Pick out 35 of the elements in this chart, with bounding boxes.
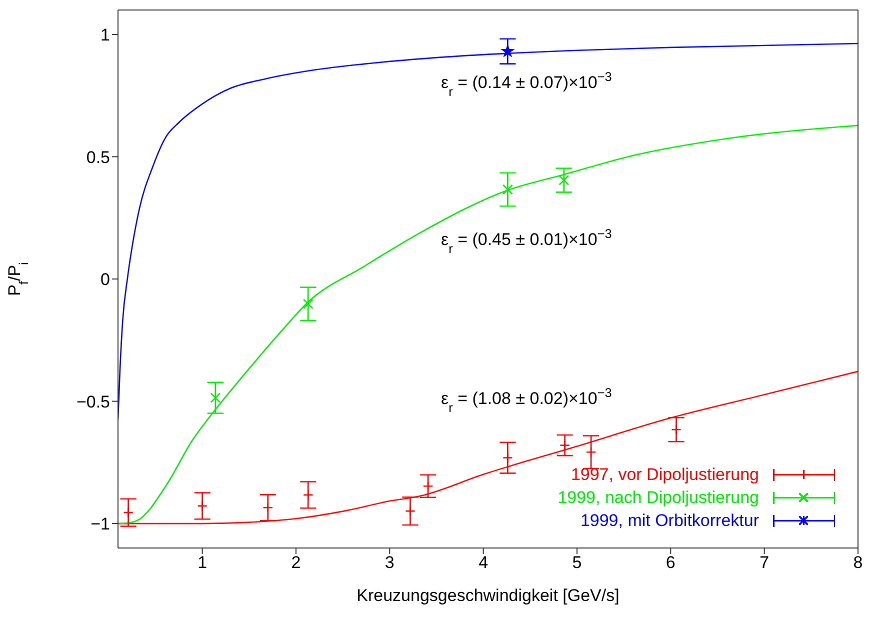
x-tick-label: 2 <box>291 553 301 572</box>
x-axis-title: Kreuzungsgeschwindigkeit [GeV/s] <box>356 586 620 605</box>
point <box>502 452 513 463</box>
point <box>262 502 274 513</box>
y-tick-label: −1 <box>90 514 110 534</box>
point <box>560 440 570 450</box>
point <box>502 184 513 195</box>
point <box>210 392 221 403</box>
x-tick-label: 7 <box>760 553 770 572</box>
legend-label: 1997, vor Dipoljustierung <box>570 465 759 484</box>
point <box>671 424 682 435</box>
y-tick-label: 1 <box>100 25 110 44</box>
x-tick-label: 8 <box>853 553 863 572</box>
annotation: ε$_{r}$ = (0.14 ± 0.07)×10$^{−3}$ <box>441 68 612 98</box>
point <box>422 480 434 492</box>
legend-label: 1999, mit Orbitkorrektur <box>580 511 759 530</box>
annotation: ε$_{r}$ = (0.45 ± 0.01)×10$^{−3}$ <box>441 226 612 256</box>
point <box>586 446 596 458</box>
x-tick-label: 6 <box>666 553 676 572</box>
x-tick-label: 4 <box>478 553 488 572</box>
point <box>123 507 134 518</box>
y-tick-label: 0 <box>100 270 110 290</box>
x-tick-label: 5 <box>572 553 582 572</box>
point <box>303 490 314 500</box>
legend-label: 1999, nach Dipoljustierung <box>558 488 759 507</box>
x-tick-label: 1 <box>198 553 208 572</box>
annotation: ε$_{r}$ = (1.08 ± 0.02)×10$^{−3}$ <box>441 384 612 414</box>
point <box>405 506 416 516</box>
point <box>558 175 570 186</box>
x-tick-label: 3 <box>384 553 394 572</box>
y-tick-label: −0.5 <box>76 392 110 412</box>
y-tick-label: 0.5 <box>86 148 110 167</box>
point <box>303 298 314 310</box>
point <box>500 44 515 58</box>
point <box>197 500 208 512</box>
